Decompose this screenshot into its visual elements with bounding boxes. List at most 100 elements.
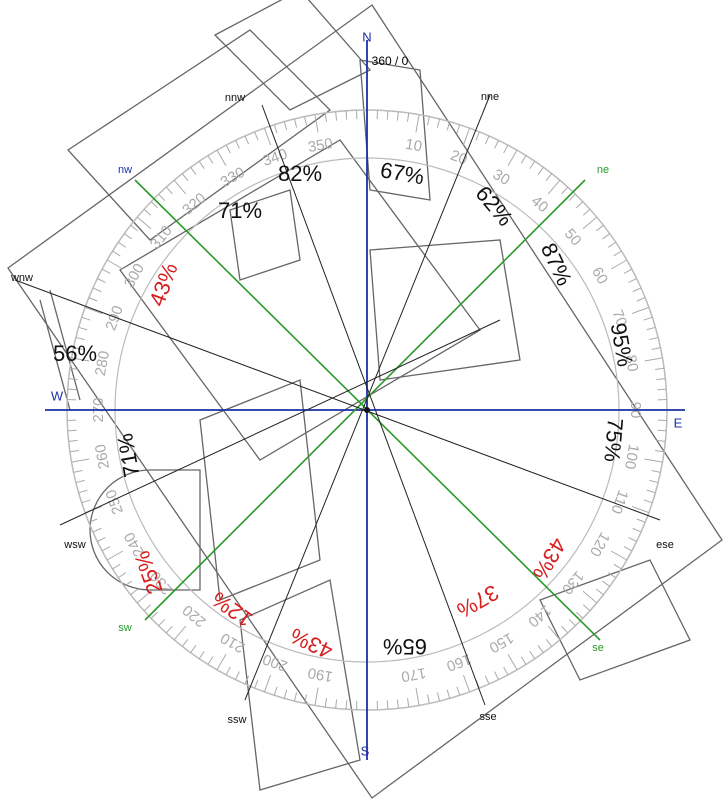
ring-tick	[67, 429, 77, 432]
direction-label: E	[674, 415, 683, 430]
ring-tick	[575, 201, 584, 209]
ring-tick	[582, 604, 591, 612]
ring-tick	[124, 233, 132, 240]
ring-tick	[190, 167, 197, 175]
ring-tick	[68, 378, 78, 381]
ring-tick	[198, 161, 205, 170]
ring-tick	[106, 259, 124, 270]
ring-tick	[225, 666, 231, 676]
sector-percent: 37%	[453, 580, 504, 624]
sector-percent: 95%	[606, 321, 638, 369]
ring-tick	[547, 179, 561, 195]
degree-label: 60	[588, 264, 611, 287]
ring-tick	[235, 671, 240, 680]
ring-tick	[283, 121, 288, 131]
ring-tick	[396, 111, 399, 121]
ring-tick	[507, 653, 518, 671]
sector-percent: 56%	[53, 341, 97, 366]
ring-tick	[81, 316, 91, 321]
ring-tick	[324, 698, 327, 708]
ring-tick	[198, 650, 205, 659]
ring-tick	[643, 316, 653, 321]
ring-tick	[462, 127, 471, 146]
ring-tick	[596, 588, 604, 596]
ring-tick	[646, 489, 656, 494]
ring-tick	[75, 336, 85, 341]
ring-tick	[273, 686, 278, 696]
ring-tick	[537, 645, 544, 653]
ring-tick	[520, 656, 527, 665]
ring-tick	[314, 114, 319, 133]
ring-tick	[150, 201, 159, 209]
ring-tick	[602, 580, 610, 587]
ring-tick	[646, 326, 656, 331]
ring-tick	[494, 671, 499, 680]
ring-tick	[623, 546, 633, 552]
direction-label: nne	[481, 91, 499, 103]
ring-tick	[150, 611, 159, 619]
ring-tick	[656, 378, 666, 381]
ring-tick	[143, 208, 152, 216]
ring-tick	[503, 144, 509, 154]
ring-tick	[655, 367, 665, 370]
ring-tick	[386, 700, 389, 710]
ring-tick	[293, 692, 298, 702]
ring-tick	[165, 625, 173, 634]
ring-tick	[112, 250, 121, 257]
ring-tick	[436, 118, 441, 128]
ring-tick	[407, 698, 410, 708]
ring-tick	[92, 527, 102, 533]
ring-tick	[427, 116, 430, 126]
ring-tick	[97, 278, 106, 283]
ring-tick	[636, 297, 646, 302]
direction-label: sse	[479, 711, 496, 723]
ring-tick	[181, 639, 189, 647]
ring-tick	[181, 173, 189, 181]
degree-label: 170	[400, 664, 428, 685]
ring-tick	[173, 179, 187, 195]
degree-label: 140	[525, 601, 555, 630]
direction-label: ese	[656, 539, 674, 551]
direction-label: W	[51, 388, 64, 403]
ring-tick	[651, 347, 661, 350]
ring-tick	[520, 155, 527, 164]
sector-percent: 75%	[599, 417, 628, 463]
ring-tick	[415, 687, 420, 706]
ring-tick	[69, 450, 79, 453]
sector-percent: 62%	[471, 181, 518, 231]
ring-tick	[484, 135, 490, 145]
center-point	[364, 407, 370, 413]
degree-label: 30	[490, 166, 513, 189]
ring-tick	[407, 112, 410, 122]
ring-tick	[649, 479, 659, 484]
ring-tick	[529, 650, 536, 659]
ring-tick	[623, 268, 633, 274]
ring-tick	[644, 458, 663, 463]
ring-tick	[314, 687, 319, 706]
direction-label: ne	[597, 164, 609, 176]
ring-tick	[88, 297, 98, 302]
ring-tick	[84, 306, 103, 315]
ring-tick	[136, 216, 152, 230]
ring-tick	[643, 499, 653, 504]
ring-tick	[507, 149, 518, 167]
ring-tick	[118, 572, 127, 579]
ring-tick	[582, 216, 598, 230]
ring-tick	[190, 645, 197, 653]
direction-label: wnw	[10, 272, 33, 284]
ring-tick	[655, 450, 665, 453]
ring-tick	[446, 121, 451, 131]
degree-label: 80	[622, 354, 642, 373]
ring-tick	[244, 135, 250, 145]
ring-tick	[475, 131, 480, 141]
direction-line	[144, 179, 586, 621]
degree-label: 20	[448, 147, 469, 169]
ring-tick	[568, 618, 576, 627]
direction-label: N	[362, 29, 371, 44]
ring-tick	[568, 193, 576, 202]
ring-tick	[67, 388, 77, 391]
direction-label: wsw	[63, 539, 85, 551]
degree-label: 250	[102, 487, 127, 516]
ring-tick	[456, 686, 461, 696]
